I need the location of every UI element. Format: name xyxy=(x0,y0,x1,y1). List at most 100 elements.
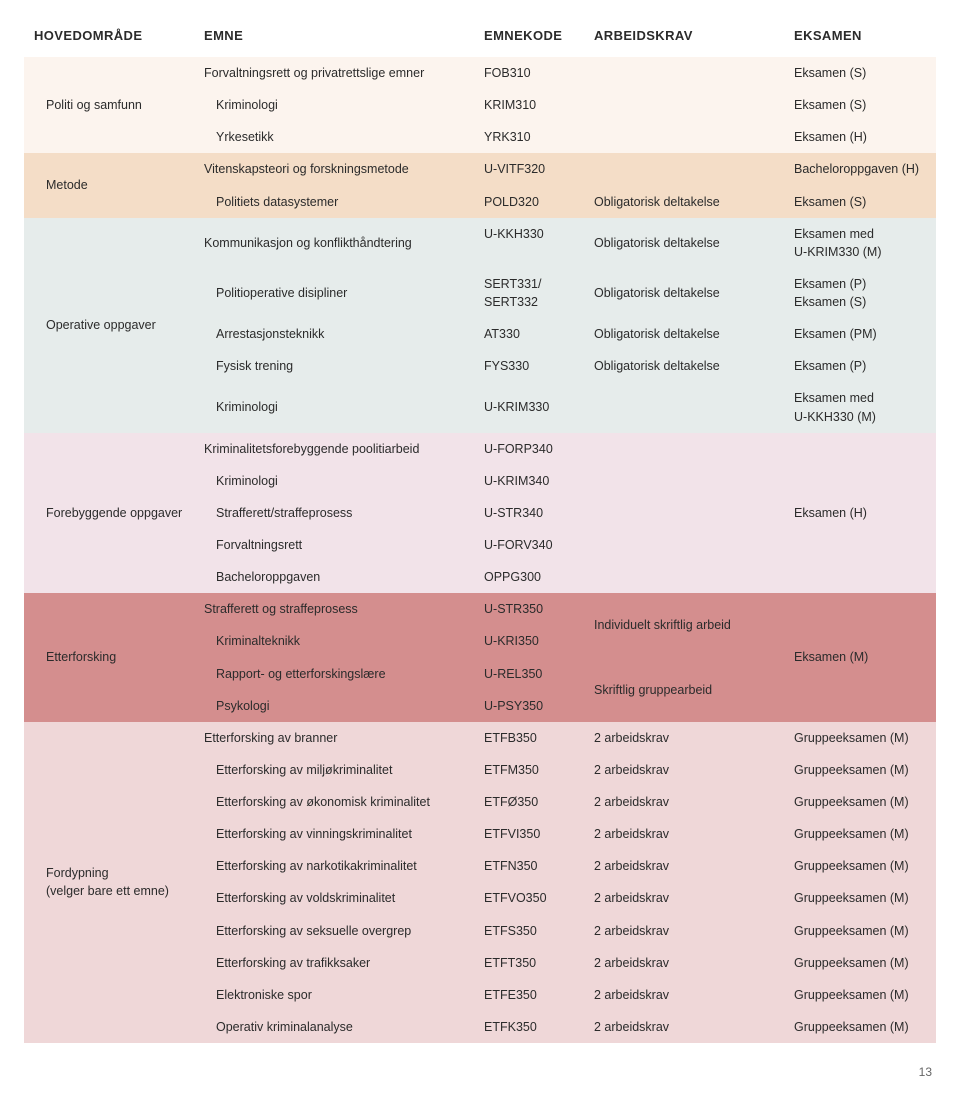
cell-kode: YRK310 xyxy=(474,121,584,153)
cell-kode: ETFS350 xyxy=(474,915,584,947)
cell-arb: Obligatorisk deltakelse xyxy=(584,218,784,268)
page-number: 13 xyxy=(24,1065,936,1079)
curriculum-table: HOVEDOMRÅDE EMNE EMNEKODE ARBEIDSKRAV EK… xyxy=(24,20,936,1043)
header-hovedomrade: HOVEDOMRÅDE xyxy=(24,20,194,57)
header-emnekode: EMNEKODE xyxy=(474,20,584,57)
section-etterforsking: Etterforsking Strafferett og straffepros… xyxy=(24,593,936,722)
cell-emne: Etterforsking av miljøkriminalitet xyxy=(194,754,474,786)
cell-emne: Yrkesetikk xyxy=(194,121,474,153)
cell-emne: Etterforsking av branner xyxy=(194,722,474,754)
section-forebyggende-oppgaver: Forebyggende oppgaver Kriminalitetsforeb… xyxy=(24,433,936,594)
cell-emne: Strafferett/straffeprosess xyxy=(194,497,474,529)
cell-arb xyxy=(584,89,784,121)
cell-kode: U-KRIM330 xyxy=(474,382,584,432)
cell-emne: Kriminologi xyxy=(194,89,474,121)
cell-arb xyxy=(584,433,784,594)
cell-arb: Skriftlig gruppearbeid xyxy=(584,658,784,722)
group-label: Politi og samfunn xyxy=(24,57,194,153)
cell-kode: ETFE350 xyxy=(474,979,584,1011)
group-label: Forebyggende oppgaver xyxy=(24,433,194,594)
cell-kode: ETFØ350 xyxy=(474,786,584,818)
cell-eks: Eksamen (S) xyxy=(784,186,936,218)
cell-eks: Gruppeeksamen (M) xyxy=(784,979,936,1011)
cell-emne: Kommunikasjon og konflikthåndtering xyxy=(194,218,474,268)
cell-emne: Etterforsking av voldskriminalitet xyxy=(194,882,474,914)
cell-emne: Operativ kriminalanalyse xyxy=(194,1011,474,1043)
cell-kode: U-KRI350 xyxy=(474,625,584,657)
cell-emne: Vitenskapsteori og forskningsmetode xyxy=(194,153,474,185)
cell-arb: 2 arbeidskrav xyxy=(584,786,784,818)
cell-emne: Psykologi xyxy=(194,690,474,722)
header-arbeidskrav: ARBEIDSKRAV xyxy=(584,20,784,57)
cell-eks: Bacheloroppgaven (H) xyxy=(784,153,936,185)
cell-emne: Elektroniske spor xyxy=(194,979,474,1011)
cell-emne: Kriminalteknikk xyxy=(194,625,474,657)
cell-eks: Gruppeeksamen (M) xyxy=(784,947,936,979)
cell-emne: Strafferett og straffeprosess xyxy=(194,593,474,625)
cell-eks: Gruppeeksamen (M) xyxy=(784,722,936,754)
cell-eks: Eksamen (S) xyxy=(784,89,936,121)
cell-kode: ETFVO350 xyxy=(474,882,584,914)
cell-arb: 2 arbeidskrav xyxy=(584,850,784,882)
cell-arb: 2 arbeidskrav xyxy=(584,754,784,786)
cell-kode: ETFM350 xyxy=(474,754,584,786)
cell-arb: 2 arbeidskrav xyxy=(584,882,784,914)
table-row: Forebyggende oppgaver Kriminalitetsforeb… xyxy=(24,433,936,465)
cell-eks: Gruppeeksamen (M) xyxy=(784,882,936,914)
cell-emne: Forvaltningsrett og privatrettslige emne… xyxy=(194,57,474,89)
table-row: Politi og samfunn Forvaltningsrett og pr… xyxy=(24,57,936,89)
cell-arb: Obligatorisk deltakelse xyxy=(584,268,784,318)
cell-eks: Eksamen (P) xyxy=(784,350,936,382)
cell-arb xyxy=(584,153,784,185)
cell-arb: 2 arbeidskrav xyxy=(584,947,784,979)
cell-arb: 2 arbeidskrav xyxy=(584,818,784,850)
section-fordypning: Fordypning (velger bare ett emne) Etterf… xyxy=(24,722,936,1043)
table-row: Fordypning (velger bare ett emne) Etterf… xyxy=(24,722,936,754)
table-row: Operative oppgaver Kommunikasjon og konf… xyxy=(24,218,936,268)
cell-eks: Eksamen med U-KRIM330 (M) xyxy=(784,218,936,268)
cell-kode: AT330 xyxy=(474,318,584,350)
cell-eks: Gruppeeksamen (M) xyxy=(784,915,936,947)
cell-emne: Etterforsking av trafikksaker xyxy=(194,947,474,979)
cell-kode: U-KRIM340 xyxy=(474,465,584,497)
cell-kode: U-VITF320 xyxy=(474,153,584,185)
cell-eks: Eksamen (H) xyxy=(784,121,936,153)
cell-emne: Politiets datasystemer xyxy=(194,186,474,218)
cell-eks: Gruppeeksamen (M) xyxy=(784,850,936,882)
cell-emne: Kriminologi xyxy=(194,382,474,432)
header-row: HOVEDOMRÅDE EMNE EMNEKODE ARBEIDSKRAV EK… xyxy=(24,20,936,57)
cell-kode: ETFVI350 xyxy=(474,818,584,850)
section-metode: Metode Vitenskapsteori og forskningsmeto… xyxy=(24,153,936,217)
cell-eks: Gruppeeksamen (M) xyxy=(784,786,936,818)
cell-arb: Obligatorisk deltakelse xyxy=(584,186,784,218)
cell-arb xyxy=(584,121,784,153)
cell-kode: SERT331/ SERT332 xyxy=(474,268,584,318)
cell-kode: KRIM310 xyxy=(474,89,584,121)
cell-arb xyxy=(584,382,784,432)
section-operative-oppgaver: Operative oppgaver Kommunikasjon og konf… xyxy=(24,218,936,433)
cell-kode: U-KKH330 xyxy=(474,218,584,268)
cell-eks: Eksamen (P) Eksamen (S) xyxy=(784,268,936,318)
cell-emne: Etterforsking av seksuelle overgrep xyxy=(194,915,474,947)
cell-kode: ETFT350 xyxy=(474,947,584,979)
header-emne: EMNE xyxy=(194,20,474,57)
cell-eks: Eksamen (M) xyxy=(784,593,936,722)
cell-eks: Gruppeeksamen (M) xyxy=(784,1011,936,1043)
cell-emne: Etterforsking av vinningskriminalitet xyxy=(194,818,474,850)
cell-arb: 2 arbeidskrav xyxy=(584,1011,784,1043)
cell-arb: 2 arbeidskrav xyxy=(584,979,784,1011)
cell-eks: Eksamen med U-KKH330 (M) xyxy=(784,382,936,432)
cell-eks: Eksamen (H) xyxy=(784,433,936,594)
cell-eks: Gruppeeksamen (M) xyxy=(784,818,936,850)
cell-eks: Eksamen (PM) xyxy=(784,318,936,350)
cell-emne: Kriminologi xyxy=(194,465,474,497)
cell-kode: POLD320 xyxy=(474,186,584,218)
cell-kode: FYS330 xyxy=(474,350,584,382)
cell-arb: 2 arbeidskrav xyxy=(584,722,784,754)
cell-emne: Arrestasjonsteknikk xyxy=(194,318,474,350)
cell-kode: U-FORV340 xyxy=(474,529,584,561)
cell-kode: U-STR350 xyxy=(474,593,584,625)
group-label: Etterforsking xyxy=(24,593,194,722)
cell-kode: U-REL350 xyxy=(474,658,584,690)
group-label: Operative oppgaver xyxy=(24,218,194,433)
